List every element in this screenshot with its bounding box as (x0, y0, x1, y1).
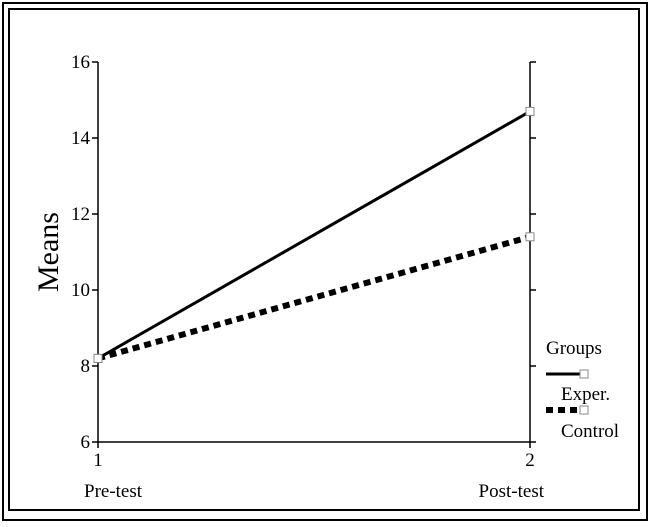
legend-title: Groups (546, 338, 602, 359)
legend-marker (579, 369, 589, 379)
outer-frame (2, 2, 648, 521)
series-marker (525, 232, 535, 242)
series-line-1 (97, 233, 531, 362)
legend: Groups Exper. Control (546, 338, 619, 442)
legend-marker (579, 405, 589, 415)
legend-entry-label: Exper. (561, 384, 610, 405)
x-ticks: 1 Pre-test 2 Post-test (84, 442, 545, 502)
series-marker (525, 106, 535, 116)
series-line-0 (97, 110, 531, 360)
y-tick-label: 14 (71, 128, 91, 149)
x-category-label: Pre-test (84, 481, 143, 502)
series-marker (93, 353, 103, 363)
x-tick-label: 1 (93, 450, 103, 471)
x-tick-label: 2 (525, 450, 535, 471)
series-group (93, 106, 535, 363)
y-tick-label: 12 (71, 204, 90, 225)
x-category-label: Post-test (479, 481, 545, 502)
y-tick-label: 10 (71, 280, 90, 301)
y-ticks: 6 8 10 12 14 16 (71, 52, 536, 453)
axes (97, 62, 531, 443)
y-axis-title: Means (32, 212, 65, 292)
legend-entry-label: Control (561, 421, 619, 442)
y-tick-label: 8 (81, 356, 91, 377)
y-tick-label: 6 (81, 432, 91, 453)
y-tick-label: 16 (71, 52, 90, 73)
inner-frame (8, 8, 640, 511)
